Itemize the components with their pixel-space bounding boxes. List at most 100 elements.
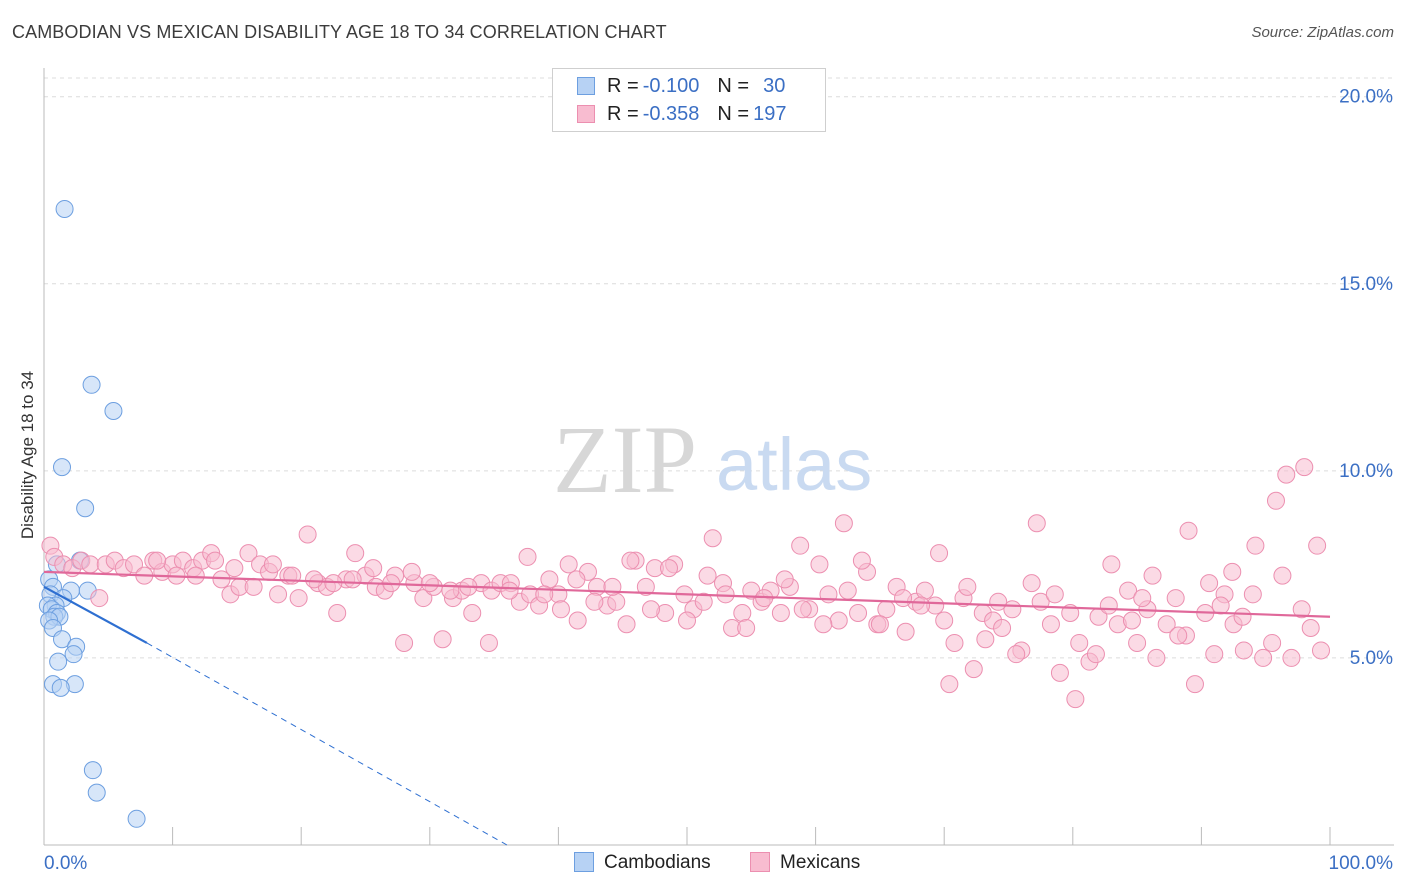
mexican-point	[1066, 690, 1085, 709]
cambodian-point	[104, 401, 123, 420]
legend-row-cambodians: R = -0.100 N = 30	[577, 75, 785, 98]
cambodian-point	[127, 809, 146, 828]
mexican-point	[1070, 633, 1089, 652]
legend-row-mexicans: R = -0.358 N = 197	[577, 103, 786, 126]
mexican-point	[479, 633, 498, 652]
mexican-point	[636, 577, 655, 596]
mexican-point	[1050, 663, 1069, 682]
mexican-point	[148, 551, 167, 570]
mexican-trend-line	[43, 570, 1331, 618]
mexican-point	[1022, 574, 1041, 593]
mexican-point	[1282, 648, 1301, 667]
legend-n-label: N =	[717, 103, 750, 125]
cambodian-point	[82, 375, 101, 394]
chart-title: CAMBODIAN VS MEXICAN DISABILITY AGE 18 T…	[12, 22, 667, 42]
mexican-point	[1246, 536, 1265, 555]
mexican-point	[733, 604, 752, 623]
mexican-point	[414, 589, 433, 608]
mexican-point	[617, 615, 636, 634]
data-points	[38, 199, 1330, 828]
mexican-point	[463, 604, 482, 623]
mexican-point	[829, 611, 848, 630]
mexican-point	[1147, 648, 1166, 667]
mexican-point	[877, 600, 896, 619]
mexican-point	[716, 585, 735, 604]
mexican-point	[993, 618, 1012, 637]
mexican-point	[1223, 562, 1242, 581]
mexican-point	[1086, 645, 1105, 664]
axes	[43, 68, 1394, 846]
legend-r-value: -0.358	[642, 103, 700, 125]
mexican-point	[838, 581, 857, 600]
mexican-point	[395, 633, 414, 652]
mexican-point	[894, 589, 913, 608]
mexican-point	[1301, 618, 1320, 637]
mexicans-legend-swatch	[750, 852, 770, 872]
mexican-point	[567, 570, 586, 589]
mexican-point	[989, 592, 1008, 611]
mexican-point	[1157, 615, 1176, 634]
cambodian-point	[49, 652, 68, 671]
mexican-point	[1234, 641, 1253, 660]
mexican-point	[945, 633, 964, 652]
mexican-point	[587, 577, 606, 596]
cambodian-point	[51, 678, 70, 697]
mexican-point	[698, 566, 717, 585]
mexican-point	[81, 555, 100, 574]
mexican-point	[568, 611, 587, 630]
mexican-point	[1277, 465, 1296, 484]
legend-n-label: N =	[717, 75, 750, 97]
mexican-point	[328, 604, 347, 623]
mexican-point	[1185, 675, 1204, 694]
mexican-point	[305, 570, 324, 589]
y-tick-label: 20.0%	[1339, 87, 1393, 108]
mexican-point	[239, 544, 258, 563]
legend-r-label: R =	[607, 103, 639, 125]
x-tick-label: 0.0%	[44, 853, 87, 874]
mexican-point	[1099, 596, 1118, 615]
y-tick-label: 5.0%	[1350, 648, 1393, 669]
tick-labels: 5.0% 10.0% 15.0% 20.0% 0.0% 100.0%	[44, 87, 1393, 874]
mexican-point	[585, 592, 604, 611]
mexican-point	[1292, 600, 1311, 619]
mexican-point	[976, 630, 995, 649]
mexican-point	[1166, 589, 1185, 608]
bottom-legend-mexicans: Mexicans	[750, 852, 860, 874]
mexican-point	[1119, 581, 1138, 600]
mexican-point	[441, 581, 460, 600]
cambodians-legend-swatch	[574, 852, 594, 872]
legend-n-value: 30	[763, 75, 786, 97]
mexican-point	[1308, 536, 1327, 555]
mexican-point	[849, 604, 868, 623]
cambodian-point	[76, 499, 95, 518]
mexican-point	[1169, 626, 1188, 645]
gridlines	[44, 77, 1394, 659]
correlation-legend: R = -0.100 N = 30 R = -0.358 N = 197	[552, 68, 826, 132]
mexican-point	[433, 630, 452, 649]
legend-r-label: R =	[607, 75, 639, 97]
mexican-point	[896, 622, 915, 641]
mexican-point	[1295, 458, 1314, 477]
mexican-point	[551, 600, 570, 619]
mexican-point	[1254, 648, 1273, 667]
legend-r-value: -0.100	[642, 75, 700, 97]
mexican-point	[518, 547, 537, 566]
cambodian-trend-line	[43, 585, 148, 644]
mexican-point	[1128, 633, 1147, 652]
cambodian-point	[53, 458, 72, 477]
mexican-point	[1133, 589, 1152, 608]
cambodian-point	[87, 783, 106, 802]
mexican-point	[607, 592, 626, 611]
mexican-point	[940, 675, 959, 694]
mexican-point	[694, 592, 713, 611]
mexican-point	[298, 525, 317, 544]
cambodian-trend-extension	[146, 642, 508, 846]
mexican-point	[915, 581, 934, 600]
mexican-point	[964, 660, 983, 679]
mexican-point	[621, 551, 640, 570]
mexican-point	[870, 615, 889, 634]
mexicans-swatch	[577, 105, 595, 123]
mexican-point	[364, 559, 383, 578]
mexican-point	[500, 581, 519, 600]
